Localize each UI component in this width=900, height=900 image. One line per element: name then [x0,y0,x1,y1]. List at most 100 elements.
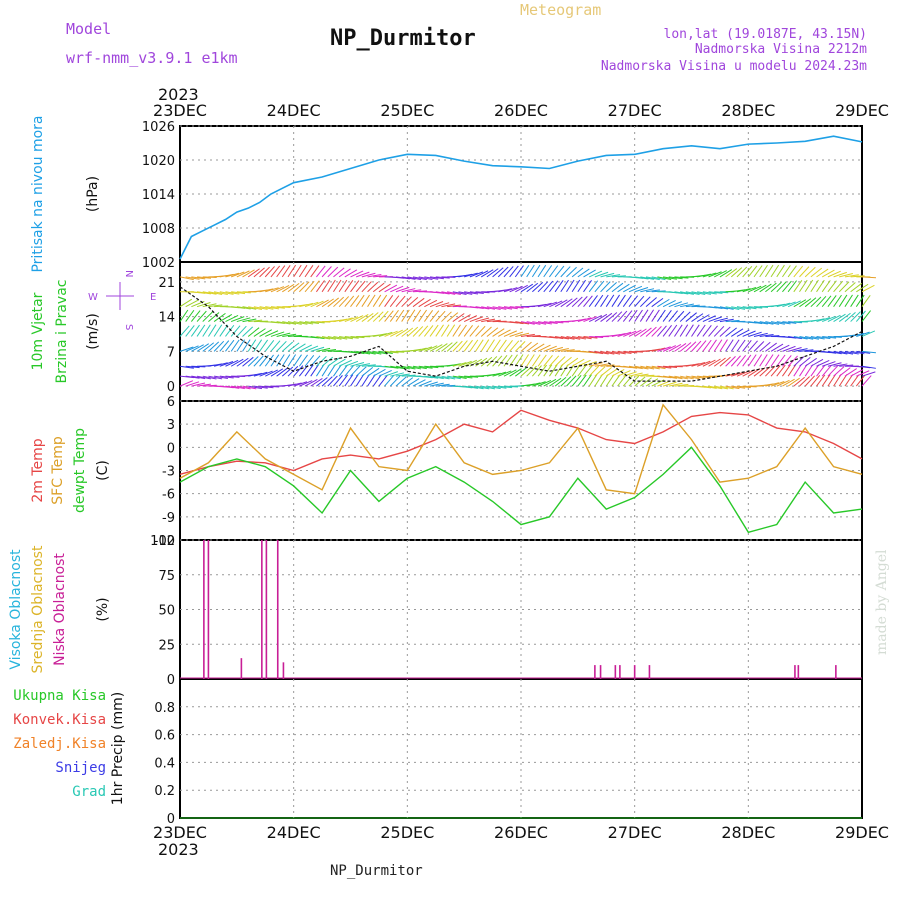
wind-barb [759,321,774,325]
wind-barb [236,339,245,352]
wind-barb [298,354,308,367]
wind-barb [378,331,393,337]
wind-barb [202,324,211,337]
wind-barb [464,385,479,389]
wind-barb [668,344,682,352]
wind-barb [850,311,861,322]
wind-barb [452,375,467,379]
wind-barb [816,374,826,387]
wind-barb [355,280,366,293]
dewpt-series-line [179,446,863,534]
wind-barb [497,355,508,367]
wind-barb [503,287,518,293]
wind-barb [270,265,281,278]
wind-barb [861,371,876,377]
wind-barb [776,281,787,293]
wind-barb [776,364,786,377]
wind-barb [389,295,400,307]
wind-barb [469,316,484,323]
wind-barb [179,380,194,387]
wind-barb [554,265,565,278]
wind-barb [446,312,459,322]
wind-barb [583,365,593,377]
wind-barb [321,335,336,340]
wind-barb [554,348,569,352]
wind-barb [736,329,750,337]
wind-barb [611,294,620,307]
wind-barb [526,342,539,352]
wind-barb [316,377,328,387]
wind-barb [464,375,479,378]
wind-barb [526,282,539,293]
wind-barb [719,326,731,337]
wind-barb [855,310,866,322]
wind-barb [713,357,726,367]
wind-barb [179,365,194,369]
wind-barb [196,383,211,387]
year-label-bottom: 2023 [158,840,199,859]
wind-barb [719,385,734,390]
wind-barb [446,341,458,352]
wind-barb [395,286,410,293]
wind-barb [856,350,871,354]
x-tick-label: 24DEC [267,101,321,120]
wind-barb [185,276,200,280]
panel-1: 0 7 14 21 [158,261,863,402]
legend-entry: Snijeg [55,760,106,776]
coords-text: lon,lat (19.0187E, 43.15N) [664,27,868,42]
wind-barb [719,318,734,323]
wind-barb [458,273,473,278]
wind-barb [486,385,501,390]
wind-barb [748,321,763,325]
wind-barb [509,368,522,377]
wind-barb [765,365,776,377]
wind-barb [509,265,519,278]
wind-barb [225,324,235,337]
wind-barb [384,294,394,307]
wind-barb [549,321,564,324]
wind-barb [764,264,774,278]
wind-barb [225,272,240,278]
wind-barb [407,326,419,337]
wind-barb [861,276,877,279]
wind-barb [799,298,812,308]
wind-barb [259,288,274,293]
wind-barb [492,355,503,367]
wind-barb [719,339,728,352]
y-axis-label: Niska Oblacnost [52,553,68,666]
wind-barb [668,324,678,337]
wind-barb [350,295,360,307]
wind-barb [600,312,613,322]
wind-barb [850,275,865,278]
wind-barb [822,315,836,323]
wind-barb [242,269,255,278]
wind-barb [708,271,722,278]
wind-barb [662,276,677,280]
wind-barb [287,321,302,325]
y-tick-label: 0.4 [154,756,175,771]
wind-barb [350,365,361,377]
wind-barb [594,366,606,377]
wind-barb [378,283,391,293]
wind-barb [395,373,410,377]
wind-barb [674,343,687,352]
wind-barb [447,375,461,380]
x-tick-label: 25DEC [380,101,434,120]
wind-barb [827,314,841,323]
wind-barb [361,281,372,293]
wind-barb [572,318,586,323]
wind-barb [617,331,632,337]
wind-barb [571,279,581,293]
wind-barb [418,346,433,352]
wind-barb [708,385,723,390]
wind-barb [776,379,790,387]
wind-barb [844,374,854,387]
y-axis-label: (%) [95,597,111,621]
wind-barb [725,319,740,323]
wind-barb [560,266,571,278]
wind-barb [441,303,456,308]
wind-barb [401,374,416,377]
wind-barb [367,350,382,355]
wind-barb [225,375,240,378]
wind-barb [339,335,354,340]
